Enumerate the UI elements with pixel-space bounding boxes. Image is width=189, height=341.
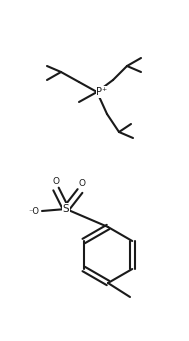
Text: P⁺: P⁺ [96, 87, 108, 97]
Text: O: O [78, 178, 85, 188]
Text: O: O [53, 177, 60, 186]
Text: ⁻O: ⁻O [29, 207, 40, 216]
Text: S: S [63, 204, 69, 214]
